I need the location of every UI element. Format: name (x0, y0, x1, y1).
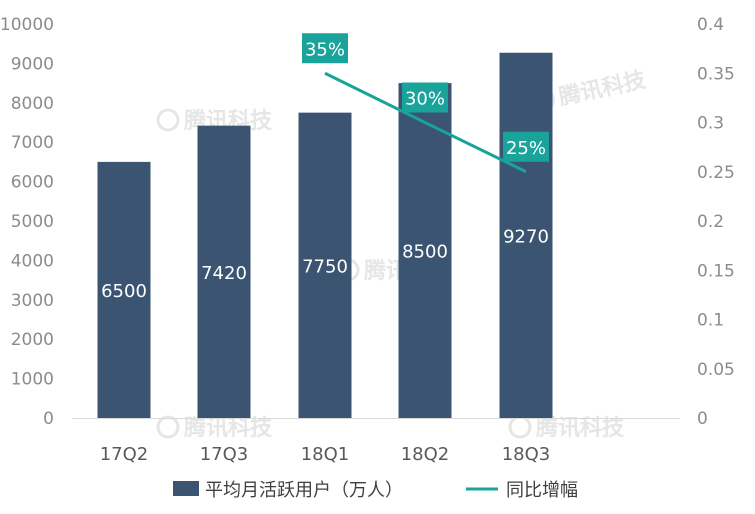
line-label-box (402, 82, 448, 113)
bar-data-label: 7750 (302, 256, 348, 277)
bar-data-label: 7420 (201, 263, 247, 284)
x-tick-label: 18Q2 (401, 444, 450, 465)
line-data-label: 25% (506, 138, 546, 159)
left-tick-label: 10000 (0, 15, 54, 35)
bar (97, 161, 151, 418)
x-tick-label: 17Q2 (100, 444, 149, 465)
line-label-box (503, 131, 549, 162)
watermark-logo: 腾讯科技 (156, 415, 273, 441)
left-tick-label: 4000 (11, 251, 54, 271)
line-data-label: 35% (305, 39, 345, 60)
x-tick-label: 18Q3 (502, 444, 551, 465)
x-tick-label: 17Q3 (200, 444, 249, 465)
right-tick-label: 0.3 (697, 114, 724, 134)
svg-text:腾讯科技: 腾讯科技 (184, 416, 273, 441)
svg-text:腾讯科技: 腾讯科技 (557, 68, 649, 111)
left-tick-label: 8000 (11, 94, 54, 114)
growth-line (324, 71, 527, 174)
x-tick-label: 18Q1 (301, 444, 350, 465)
left-tick-label: 3000 (11, 291, 54, 311)
svg-text:腾讯科技: 腾讯科技 (536, 416, 625, 441)
right-tick-label: 0.35 (697, 64, 735, 84)
line-series: 35% 30% 25% (302, 33, 549, 174)
legend: 平均月活跃用户（万人） 同比增幅 (173, 480, 578, 501)
left-tick-label: 7000 (11, 133, 54, 153)
bar (197, 125, 251, 418)
right-tick-label: 0.4 (697, 15, 724, 35)
left-axis: 0 1000 2000 3000 4000 5000 6000 7000 8000 9000 100… (0, 15, 54, 429)
bar-data-label: 8500 (402, 242, 448, 263)
bar (499, 52, 553, 419)
left-tick-label: 0 (43, 409, 54, 429)
right-tick-label: 0.2 (697, 212, 724, 232)
legend-label-bar: 平均月活跃用户（万人） (205, 480, 403, 501)
watermark-logo: 腾讯科技 (508, 415, 625, 441)
bar-series: 6500 7420 7750 8500 9270 (97, 52, 553, 419)
right-tick-label: 0 (697, 409, 708, 429)
right-tick-label: 0.15 (697, 261, 735, 281)
left-tick-label: 5000 (11, 212, 54, 232)
line-data-label: 30% (405, 89, 445, 110)
right-tick-label: 0.05 (697, 360, 735, 380)
line-label-box (302, 33, 348, 64)
bar-data-label: 6500 (101, 281, 147, 302)
left-tick-label: 2000 (11, 330, 54, 350)
bar (398, 83, 452, 418)
right-axis: 0 0.05 0.1 0.15 0.2 0.25 0.3 0.35 0.4 (697, 15, 735, 429)
bar-data-label: 9270 (503, 226, 549, 247)
left-tick-label: 1000 (11, 370, 54, 390)
x-axis: 17Q2 17Q3 18Q1 18Q2 18Q3 (100, 444, 551, 465)
right-tick-label: 0.25 (697, 163, 735, 183)
bar (298, 112, 352, 419)
left-tick-label: 9000 (11, 54, 54, 74)
legend-label-line: 同比增幅 (506, 480, 578, 501)
right-tick-label: 0.1 (697, 311, 724, 331)
left-tick-label: 6000 (11, 173, 54, 193)
legend-swatch-bar (173, 481, 199, 496)
